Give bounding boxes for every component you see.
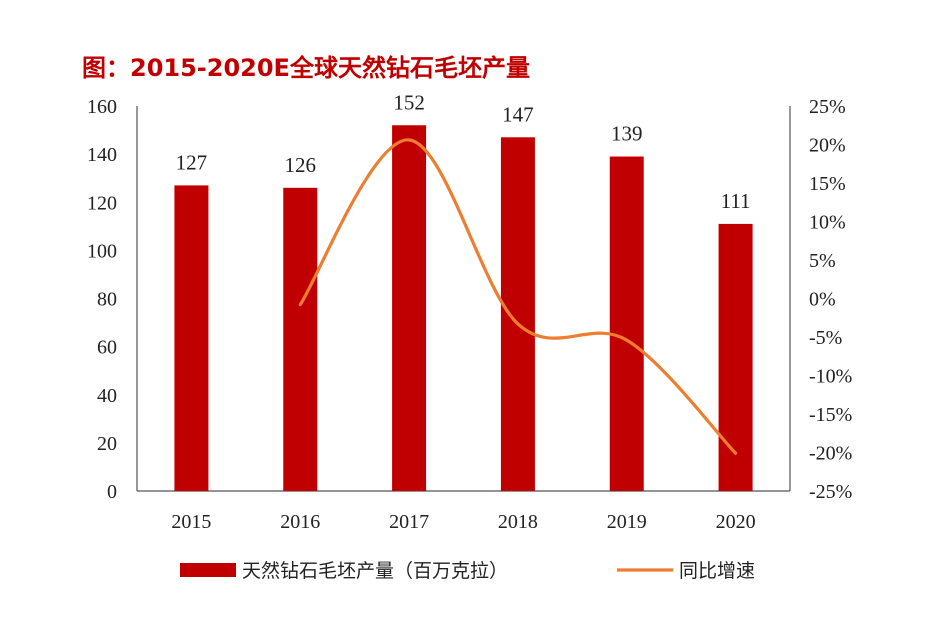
y-right-tick-label: 10% (809, 212, 846, 234)
bar-data-label: 147 (502, 102, 534, 126)
y-right-tick-label: 25% (809, 96, 846, 118)
axes (136, 106, 791, 492)
y-right-tick-label: -10% (809, 366, 852, 388)
bar-series (174, 125, 753, 491)
bar (283, 187, 318, 491)
y-left-tick-label: 0 (107, 481, 117, 503)
bar-data-label: 139 (611, 122, 643, 146)
y-right-tick-label: 15% (809, 173, 846, 195)
y-left-tick-label: 80 (97, 289, 117, 311)
y-left-tick-label: 20 (97, 433, 117, 455)
legend-bar-label: 天然钻石毛坯产量（百万克拉） (242, 560, 508, 582)
chart-title: 图：2015-2020E全球天然钻石毛坯产量 (82, 54, 530, 82)
y-right-tick-label: 5% (809, 250, 836, 272)
y-right-tick-label: 0% (809, 289, 836, 311)
x-tick-label: 2018 (498, 511, 538, 533)
y-right-tick-label: -25% (809, 481, 852, 503)
bar-data-label: 127 (176, 150, 208, 174)
y-left-tick-label: 60 (97, 337, 117, 359)
y-right-tick-label: 20% (809, 135, 846, 157)
y-left-tick-label: 160 (87, 96, 117, 118)
growth-line (298, 138, 738, 455)
bar (609, 156, 644, 491)
x-tick-label: 2016 (280, 511, 320, 533)
bar (392, 125, 427, 491)
y-left-tick-label: 100 (87, 240, 117, 262)
bar-data-label: 111 (721, 189, 751, 213)
y-left-tick-label: 40 (97, 385, 117, 407)
bar (500, 137, 535, 491)
legend-line-label: 同比增速 (679, 560, 755, 582)
x-tick-label: 2019 (607, 511, 647, 533)
y-right-tick-label: -20% (809, 443, 852, 465)
x-tick-label: 2015 (171, 511, 211, 533)
legend-bar-swatch (180, 563, 236, 577)
x-tick-label: 2020 (716, 511, 756, 533)
y-left-tick-label: 140 (87, 144, 117, 166)
line-series (298, 138, 738, 455)
legend: 天然钻石毛坯产量（百万克拉） 同比增速 (180, 560, 755, 582)
data-labels: 127 126 152 147 139 111 (176, 90, 751, 213)
y-left-tick-label: 120 (87, 192, 117, 214)
bar-data-label: 152 (393, 90, 425, 114)
y-right-tick-label: -5% (809, 327, 842, 349)
tick-labels: 0 20 40 60 80 100 120 140 160 -25% -20% -15% -10% -5%… (87, 96, 852, 533)
x-tick-label: 2017 (389, 511, 429, 533)
y-right-tick-label: -15% (809, 404, 852, 426)
bar (718, 223, 753, 491)
bar-data-label: 126 (285, 153, 317, 177)
bar (174, 185, 209, 491)
